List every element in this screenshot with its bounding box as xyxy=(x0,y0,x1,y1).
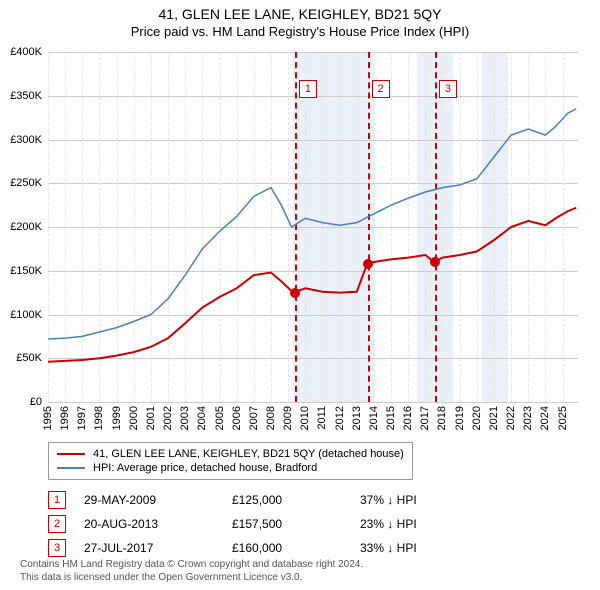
price-chart: 123 £0£50K£100K£150K£200K£250K£300K£350K… xyxy=(48,52,578,402)
x-axis-label: 2015 xyxy=(385,406,397,430)
event-date: 27-JUL-2017 xyxy=(84,541,214,555)
x-axis-label: 2014 xyxy=(368,406,380,430)
x-axis-label: 2002 xyxy=(162,406,174,430)
y-axis-label: £50K xyxy=(0,352,42,364)
x-axis-label: 2012 xyxy=(334,406,346,430)
legend-label: 41, GLEN LEE LANE, KEIGHLEY, BD21 5QY (d… xyxy=(93,448,404,460)
footer: Contains HM Land Registry data © Crown c… xyxy=(20,558,580,584)
x-axis-label: 2009 xyxy=(282,406,294,430)
x-axis-label: 2024 xyxy=(539,406,551,430)
event-delta: 33% ↓ HPI xyxy=(360,541,480,555)
x-axis-label: 2000 xyxy=(128,406,140,430)
event-index-badge: 1 xyxy=(48,491,66,509)
event-index-badge: 2 xyxy=(48,515,66,533)
x-axis-label: 2010 xyxy=(299,406,311,430)
y-axis-label: £300K xyxy=(0,134,42,146)
x-axis-label: 2011 xyxy=(316,406,328,430)
event-price: £125,000 xyxy=(232,493,342,507)
title-subtitle: Price paid vs. HM Land Registry's House … xyxy=(0,24,600,39)
y-axis-label: £250K xyxy=(0,177,42,189)
x-axis-label: 2019 xyxy=(454,406,466,430)
x-axis-label: 2023 xyxy=(522,406,534,430)
event-table: 1 29-MAY-2009 £125,000 37% ↓ HPI 2 20-AU… xyxy=(48,488,480,560)
x-axis-label: 2005 xyxy=(214,406,226,430)
x-axis-label: 1999 xyxy=(111,406,123,430)
x-axis-label: 2001 xyxy=(145,406,157,430)
legend-label: HPI: Average price, detached house, Brad… xyxy=(93,462,317,474)
event-date: 29-MAY-2009 xyxy=(84,493,214,507)
x-axis-label: 2008 xyxy=(265,406,277,430)
x-axis-label: 2006 xyxy=(231,406,243,430)
event-index-badge: 3 xyxy=(48,539,66,557)
x-axis-label: 2025 xyxy=(557,406,569,430)
chart-lines xyxy=(48,52,578,402)
event-date: 20-AUG-2013 xyxy=(84,517,214,531)
x-axis-label: 1995 xyxy=(42,406,54,430)
legend-swatch-blue xyxy=(57,467,85,469)
y-axis-label: £150K xyxy=(0,265,42,277)
chart-titles: 41, GLEN LEE LANE, KEIGHLEY, BD21 5QY Pr… xyxy=(0,0,600,39)
x-axis-label: 2022 xyxy=(505,406,517,430)
legend: 41, GLEN LEE LANE, KEIGHLEY, BD21 5QY (d… xyxy=(48,442,413,480)
y-axis-label: £200K xyxy=(0,221,42,233)
x-axis-label: 2018 xyxy=(436,406,448,430)
x-axis-label: 1997 xyxy=(76,406,88,430)
title-address: 41, GLEN LEE LANE, KEIGHLEY, BD21 5QY xyxy=(0,6,600,22)
x-axis-label: 2013 xyxy=(351,406,363,430)
x-axis-label: 2007 xyxy=(248,406,260,430)
event-row: 1 29-MAY-2009 £125,000 37% ↓ HPI xyxy=(48,488,480,512)
y-axis-label: £100K xyxy=(0,309,42,321)
footer-line: Contains HM Land Registry data © Crown c… xyxy=(20,558,580,571)
x-axis-label: 2020 xyxy=(471,406,483,430)
event-delta: 37% ↓ HPI xyxy=(360,493,480,507)
event-price: £160,000 xyxy=(232,541,342,555)
footer-line: This data is licensed under the Open Gov… xyxy=(20,571,580,584)
y-axis-label: £400K xyxy=(0,46,42,58)
x-axis-label: 2017 xyxy=(419,406,431,430)
event-row: 3 27-JUL-2017 £160,000 33% ↓ HPI xyxy=(48,536,480,560)
event-row: 2 20-AUG-2013 £157,500 23% ↓ HPI xyxy=(48,512,480,536)
x-axis-label: 2003 xyxy=(179,406,191,430)
x-axis-label: 2004 xyxy=(196,406,208,430)
event-price: £157,500 xyxy=(232,517,342,531)
y-axis-label: £0 xyxy=(0,396,42,408)
legend-row: 41, GLEN LEE LANE, KEIGHLEY, BD21 5QY (d… xyxy=(57,447,404,461)
legend-row: HPI: Average price, detached house, Brad… xyxy=(57,461,404,475)
event-delta: 23% ↓ HPI xyxy=(360,517,480,531)
x-axis-label: 1996 xyxy=(59,406,71,430)
x-axis-label: 2016 xyxy=(402,406,414,430)
x-axis-label: 1998 xyxy=(93,406,105,430)
legend-swatch-red xyxy=(57,453,85,455)
x-axis-label: 2021 xyxy=(488,406,500,430)
y-axis-label: £350K xyxy=(0,90,42,102)
